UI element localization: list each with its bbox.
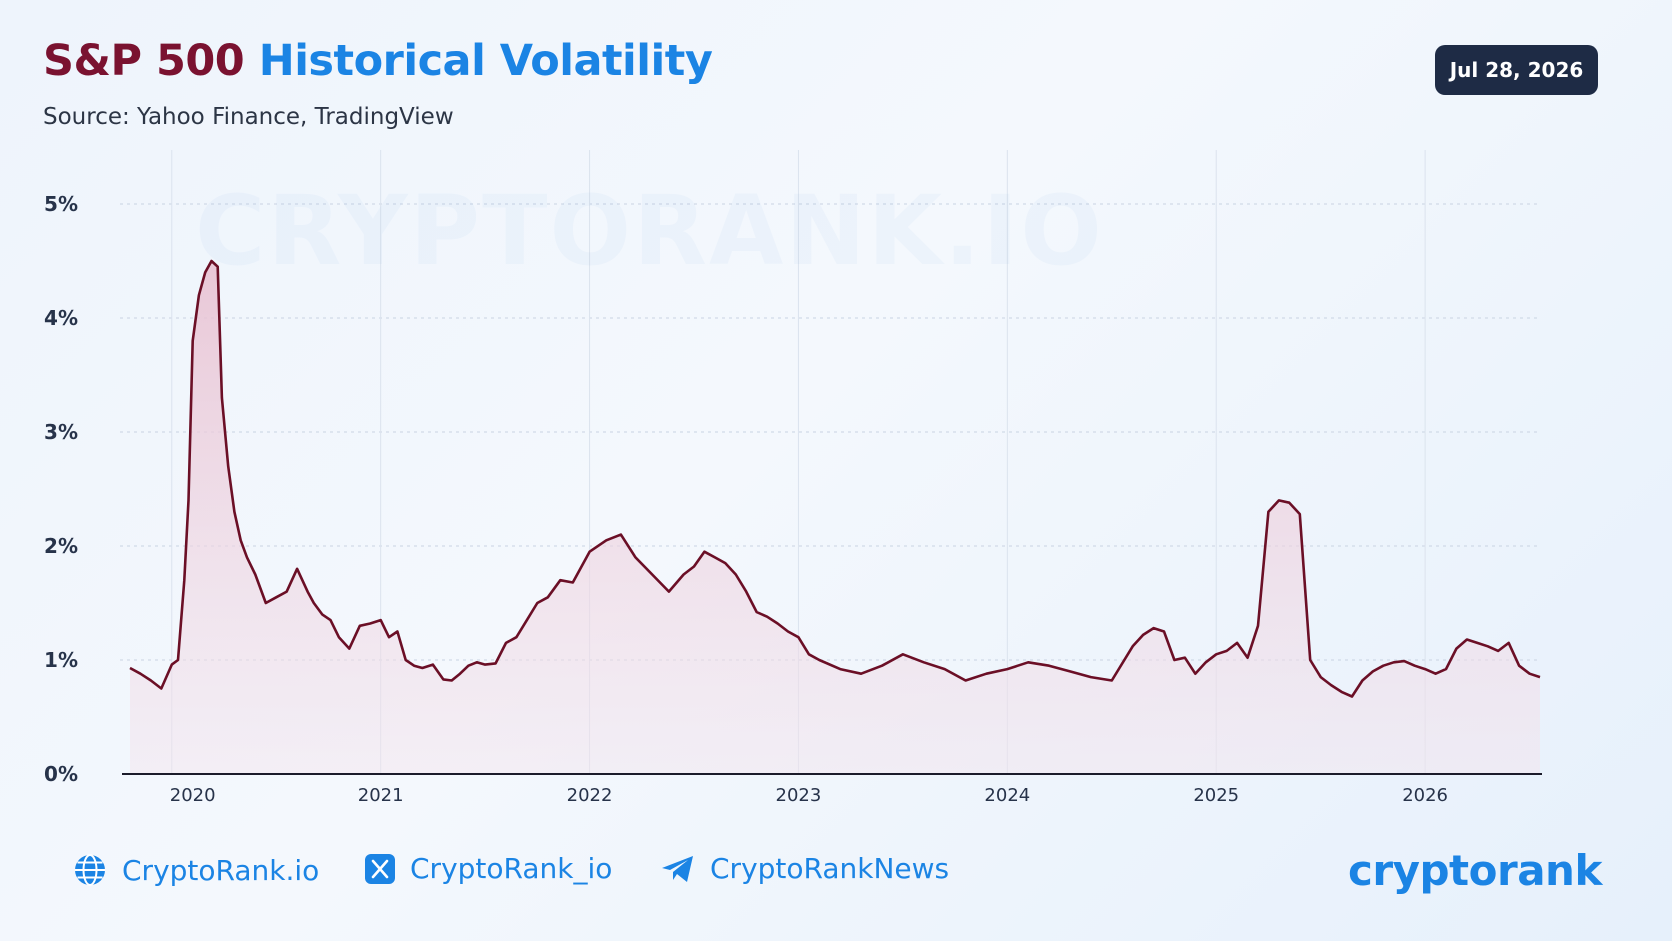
y-tick-label: 0% [44,762,78,786]
x-tick-label: 2020 [170,785,216,806]
y-tick-label: 3% [44,420,78,444]
y-tick-label: 1% [44,648,78,672]
x-tick-label: 2022 [567,785,613,806]
x-logo-icon [364,853,396,885]
globe-icon [72,852,108,888]
date-badge: Jul 28, 2026 [1435,45,1598,95]
x-tick-label: 2021 [358,785,404,806]
x-tick-label: 2024 [984,785,1030,806]
x-axis: 2020 2021 2022 2023 2024 2025 2026 [170,785,1448,806]
x-tick-label: 2025 [1193,785,1239,806]
x-profile-link[interactable]: CryptoRank_io [364,852,612,885]
source-subtitle: Source: Yahoo Finance, TradingView [43,104,454,130]
y-tick-label: 2% [44,534,78,558]
volatility-line [129,259,1541,698]
title-part-2: Historical Volatility [258,36,713,86]
y-axis: 0% 1% 2% 3% 4% 5% [44,192,78,786]
cryptorank-logo: cryptorank [1348,846,1602,895]
website-link[interactable]: CryptoRank.io [72,852,319,888]
x-tick-label: 2023 [776,785,822,806]
volatility-area [130,261,1540,774]
y-tick-label: 5% [44,192,78,216]
y-tick-label: 4% [44,306,78,330]
telegram-label: CryptoRankNews [710,852,950,885]
title-part-1: S&P 500 [43,36,245,86]
x-tick-label: 2026 [1402,785,1448,806]
x-profile-label: CryptoRank_io [410,852,613,885]
telegram-link[interactable]: CryptoRankNews [660,852,949,885]
telegram-icon [660,853,696,885]
chart-title: S&P 500 Historical Volatility [43,36,713,86]
watermark: CRYPTORANK.IO [195,175,1104,287]
website-label: CryptoRank.io [122,853,320,887]
